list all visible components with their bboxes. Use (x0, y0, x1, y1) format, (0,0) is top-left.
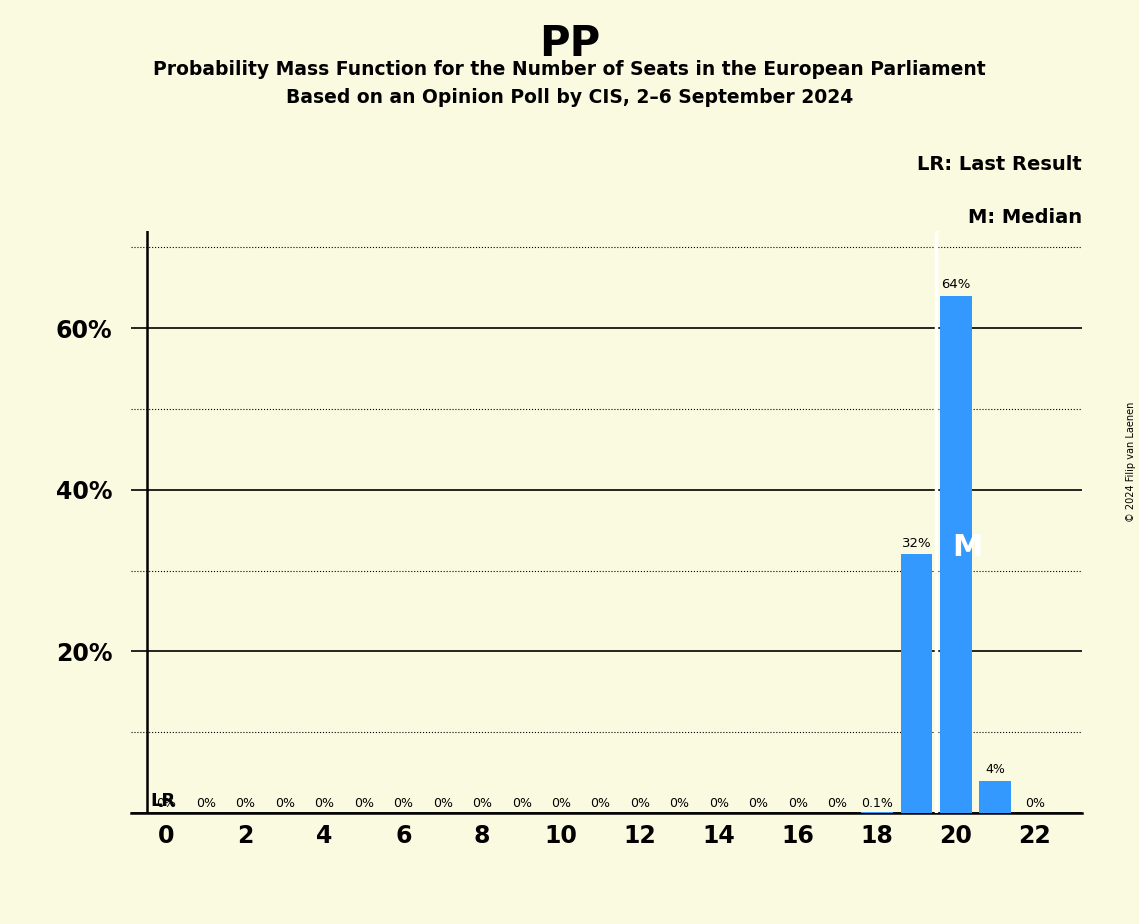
Text: 0%: 0% (433, 796, 452, 809)
Text: 0%: 0% (630, 796, 650, 809)
Text: 0%: 0% (748, 796, 769, 809)
Text: Probability Mass Function for the Number of Seats in the European Parliament: Probability Mass Function for the Number… (153, 60, 986, 79)
Text: 0%: 0% (827, 796, 847, 809)
Text: © 2024 Filip van Laenen: © 2024 Filip van Laenen (1126, 402, 1136, 522)
Text: 0%: 0% (473, 796, 492, 809)
Text: 0%: 0% (551, 796, 571, 809)
Bar (901, 554, 932, 813)
Text: 0%: 0% (314, 796, 335, 809)
Text: PP: PP (539, 23, 600, 65)
Text: 0.1%: 0.1% (861, 796, 893, 809)
Text: 0%: 0% (591, 796, 611, 809)
Text: 0%: 0% (708, 796, 729, 809)
Bar (980, 781, 1011, 813)
Text: 0%: 0% (354, 796, 374, 809)
Text: Based on an Opinion Poll by CIS, 2–6 September 2024: Based on an Opinion Poll by CIS, 2–6 Sep… (286, 88, 853, 107)
Text: 0%: 0% (511, 796, 532, 809)
Text: LR: LR (150, 792, 175, 809)
Text: M: Median: M: Median (968, 208, 1082, 226)
Text: 0%: 0% (1025, 796, 1044, 809)
Text: 64%: 64% (941, 278, 970, 291)
Text: 32%: 32% (901, 537, 931, 550)
Text: 0%: 0% (393, 796, 413, 809)
Text: 0%: 0% (788, 796, 808, 809)
Text: M: M (952, 533, 982, 563)
Text: 0%: 0% (670, 796, 689, 809)
Text: 0%: 0% (196, 796, 216, 809)
Text: 0%: 0% (274, 796, 295, 809)
Text: 0%: 0% (156, 796, 177, 809)
Text: LR: Last Result: LR: Last Result (917, 155, 1082, 175)
Bar (940, 296, 972, 813)
Text: 4%: 4% (985, 763, 1006, 776)
Text: 0%: 0% (236, 796, 255, 809)
